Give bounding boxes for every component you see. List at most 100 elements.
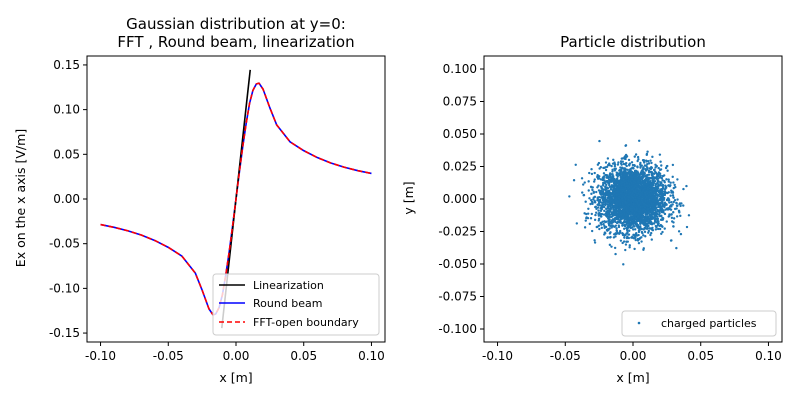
particle-point [629,219,633,222]
particle-point [649,231,653,235]
particle-point [604,161,608,164]
particle-point [628,217,631,220]
particle-point [622,227,626,230]
left-chart-x-tick-label: 0.05 [290,349,317,363]
particle-point [623,183,626,187]
particle-point [614,232,618,236]
particle-point [609,206,613,209]
particle-point [636,214,640,218]
particle-point [645,152,649,156]
particle-point [650,173,654,177]
particle-point [588,197,591,200]
left-chart-y-tick-label: 0.15 [53,58,80,72]
particle-point [588,222,592,226]
particle-point [612,233,616,236]
particle-point [643,227,647,230]
particle-point [661,184,664,187]
particle-point [625,209,628,212]
particle-point [633,228,637,231]
particle-point [674,185,677,189]
particle-point [627,220,630,224]
particle-point [639,190,642,193]
left-chart-y-axis-label: Ex on the x axis [V/m] [13,129,28,267]
particle-point [607,178,611,182]
particle-point [631,216,635,219]
left-chart-x-axis-label: x [m] [219,370,252,385]
particle-point [597,201,601,205]
particle-point [631,192,634,195]
particle-point [644,167,647,171]
particle-point [653,172,656,176]
particle-point [607,163,610,167]
particle-point [610,215,613,219]
particle-point [632,202,635,206]
particle-point [649,177,652,180]
particle-point [637,195,641,198]
left-chart-y-tick-label: 0.10 [53,103,80,117]
particle-point [628,164,631,167]
particle-point [643,223,646,227]
particle-point [618,205,622,208]
particle-point [602,213,606,216]
particle-point [593,241,597,244]
particle-point [671,175,674,179]
particle-point [650,190,653,194]
particle-point [605,187,609,190]
particle-point [628,213,632,216]
particle-point [673,198,677,202]
particle-point [670,189,673,192]
particle-point [594,205,598,209]
particle-point [642,180,646,183]
particle-point [628,246,631,249]
particle-point [626,229,629,232]
particle-point [656,224,659,227]
particle-point [650,204,653,207]
particle-point [651,155,654,159]
particle-point [660,224,663,227]
particle-point [667,198,671,202]
particle-point [654,224,657,228]
particle-point [646,223,649,226]
particle-point [623,156,626,159]
left-chart-ticks: -0.10 -0.05 0.00 0.05 0.10 -0.15 -0.10 -0.05 0.0… [49,58,385,363]
legend-label-round-beam: Round beam [253,297,323,310]
particle-point [652,201,656,205]
particle-point [638,236,642,240]
particle-point [608,208,611,212]
particle-point [633,184,637,188]
particle-point [667,215,670,218]
particle-point [604,173,607,177]
particle-point [639,165,642,168]
particle-point [613,191,617,195]
particle-point [623,220,626,223]
particle-point [598,167,601,170]
particle-point [597,161,601,165]
right-chart-y-tick-label: -0.075 [438,290,477,304]
particle-point [629,206,633,210]
particle-point [682,187,685,191]
particle-point [612,174,615,178]
particle-point [667,178,670,181]
particle-point [643,230,647,234]
right-chart-x-tick-label: 0.05 [687,349,714,363]
left-chart-y-tick-label: -0.15 [49,326,80,340]
particle-point [623,168,626,171]
particle-point [607,222,611,226]
particle-point [575,222,579,225]
particle-point [622,162,626,166]
particle-point [615,229,618,232]
particle-point [599,178,603,181]
particle-point [629,223,632,226]
particle-point [600,187,604,190]
particle-point [628,229,631,232]
particle-point [649,184,653,187]
particle-point [625,213,629,217]
particle-point [597,189,601,192]
particle-point [619,192,622,195]
particle-point [604,166,607,169]
right-chart: Particle distribution x [m] y [m] -0.10-… [401,33,783,385]
particle-point [649,222,652,226]
particle-point [658,212,661,215]
particle-point [646,150,649,153]
particle-point [626,235,629,238]
